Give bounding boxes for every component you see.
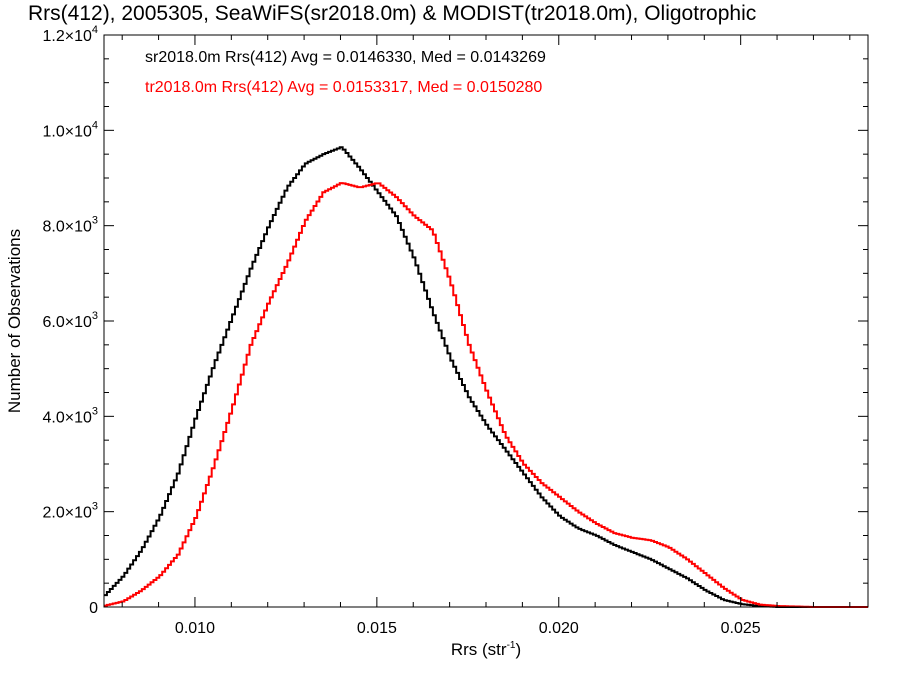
y-tick-label: 0	[89, 600, 98, 617]
chart-title: Rrs(412), 2005305, SeaWiFS(sr2018.0m) & …	[28, 2, 756, 25]
x-tick-label: 0.010	[175, 620, 215, 637]
y-tick-label: 1.0×104	[42, 119, 98, 140]
series-sr2018-line	[104, 146, 868, 608]
x-axis-label-main: Rrs (str	[451, 640, 507, 659]
x-tick-label: 0.025	[721, 620, 761, 637]
x-tick-label: 0.020	[539, 620, 579, 637]
x-axis-ticks: 0.010 0.015 0.020 0.025	[121, 35, 851, 637]
y-tick-label: 6.0×103	[42, 310, 98, 331]
x-axis-label-exponent: -1	[507, 640, 516, 651]
y-tick-label: 2.0×103	[42, 501, 98, 522]
x-axis-label: Rrs (str-1)	[451, 640, 521, 659]
plot-frame	[103, 34, 869, 608]
y-tick-label: 1.2×104	[42, 24, 98, 45]
x-axis-label-close: )	[515, 640, 521, 659]
y-tick-label: 8.0×103	[42, 215, 98, 236]
series-layer	[104, 146, 868, 608]
annotation-sr2018: sr2018.0m Rrs(412) Avg = 0.0146330, Med …	[145, 49, 546, 66]
y-axis-ticks: 0 2.0×103 4.0×103 6.0×103 8.0×103 1.0×104 1.2×…	[42, 24, 868, 617]
stats-annotations: sr2018.0m Rrs(412) Avg = 0.0146330, Med …	[145, 49, 546, 96]
series-tr2018-line	[104, 182, 868, 608]
y-tick-label: 4.0×103	[42, 405, 98, 426]
annotation-tr2018: tr2018.0m Rrs(412) Avg = 0.0153317, Med …	[145, 79, 542, 96]
y-axis-label: Number of Observations	[5, 229, 24, 413]
x-tick-label: 0.015	[357, 620, 397, 637]
